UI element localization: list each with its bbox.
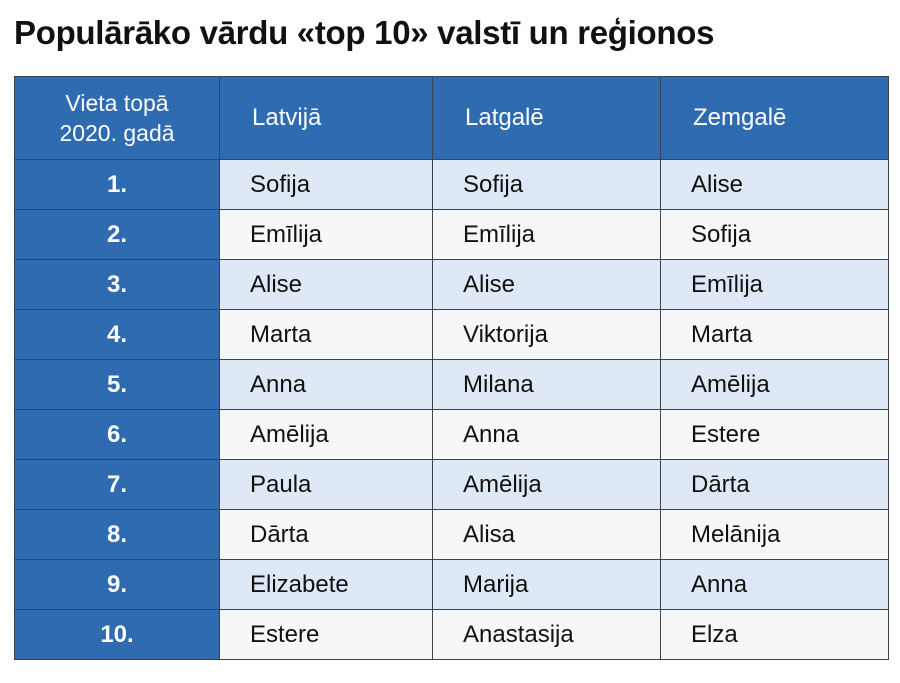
- latgale-cell: Marija: [432, 559, 661, 610]
- table-row: 2. Emīlija Emīlija Sofija: [14, 209, 889, 260]
- rank-cell: 8.: [14, 509, 220, 560]
- latvija-cell: Marta: [219, 309, 433, 360]
- zemgale-cell: Anna: [660, 559, 889, 610]
- latvija-cell: Emīlija: [219, 209, 433, 260]
- latgale-cell: Amēlija: [432, 459, 661, 510]
- zemgale-cell: Dārta: [660, 459, 889, 510]
- zemgale-cell: Estere: [660, 409, 889, 460]
- column-header-latvija: Latvijā: [219, 76, 433, 160]
- latgale-cell: Viktorija: [432, 309, 661, 360]
- latvija-cell: Dārta: [219, 509, 433, 560]
- zemgale-cell: Elza: [660, 609, 889, 660]
- rank-cell: 4.: [14, 309, 220, 360]
- latvija-cell: Paula: [219, 459, 433, 510]
- latvija-cell: Estere: [219, 609, 433, 660]
- page-title: Populārāko vārdu «top 10» valstī un reģi…: [14, 14, 715, 51]
- zemgale-cell: Marta: [660, 309, 889, 360]
- table-row: 7. Paula Amēlija Dārta: [14, 459, 889, 510]
- rank-cell: 2.: [14, 209, 220, 260]
- latvija-cell: Elizabete: [219, 559, 433, 610]
- latvija-cell: Sofija: [219, 159, 433, 210]
- rank-cell: 1.: [14, 159, 220, 210]
- rank-cell: 10.: [14, 609, 220, 660]
- rank-cell: 7.: [14, 459, 220, 510]
- latgale-cell: Anna: [432, 409, 661, 460]
- latgale-cell: Alisa: [432, 509, 661, 560]
- latgale-cell: Anastasija: [432, 609, 661, 660]
- latvija-cell: Amēlija: [219, 409, 433, 460]
- zemgale-cell: Melānija: [660, 509, 889, 560]
- column-header-rank-line2: 2020. gadā: [59, 120, 175, 146]
- table-row: 5. Anna Milana Amēlija: [14, 359, 889, 410]
- table-row: 9. Elizabete Marija Anna: [14, 559, 889, 610]
- table-row: 3. Alise Alise Emīlija: [14, 259, 889, 310]
- latgale-cell: Emīlija: [432, 209, 661, 260]
- column-header-rank: Vieta topā 2020. gadā: [14, 76, 220, 160]
- zemgale-cell: Emīlija: [660, 259, 889, 310]
- latvija-cell: Anna: [219, 359, 433, 410]
- column-header-zemgale: Zemgalē: [660, 76, 889, 160]
- latgale-cell: Milana: [432, 359, 661, 410]
- latvija-cell: Alise: [219, 259, 433, 310]
- latgale-cell: Alise: [432, 259, 661, 310]
- rank-cell: 9.: [14, 559, 220, 610]
- zemgale-cell: Alise: [660, 159, 889, 210]
- column-header-rank-line1: Vieta topā: [65, 90, 169, 116]
- zemgale-cell: Amēlija: [660, 359, 889, 410]
- table-row: 6. Amēlija Anna Estere: [14, 409, 889, 460]
- table-row: 4. Marta Viktorija Marta: [14, 309, 889, 360]
- names-table: Vieta topā 2020. gadā Latvijā Latgalē Ze…: [14, 76, 889, 660]
- latgale-cell: Sofija: [432, 159, 661, 210]
- column-header-latgale: Latgalē: [432, 76, 661, 160]
- rank-cell: 6.: [14, 409, 220, 460]
- table-header-row: Vieta topā 2020. gadā Latvijā Latgalē Ze…: [14, 76, 889, 160]
- table-row: 10. Estere Anastasija Elza: [14, 609, 889, 660]
- table-row: 8. Dārta Alisa Melānija: [14, 509, 889, 560]
- rank-cell: 3.: [14, 259, 220, 310]
- rank-cell: 5.: [14, 359, 220, 410]
- table-row: 1. Sofija Sofija Alise: [14, 159, 889, 210]
- zemgale-cell: Sofija: [660, 209, 889, 260]
